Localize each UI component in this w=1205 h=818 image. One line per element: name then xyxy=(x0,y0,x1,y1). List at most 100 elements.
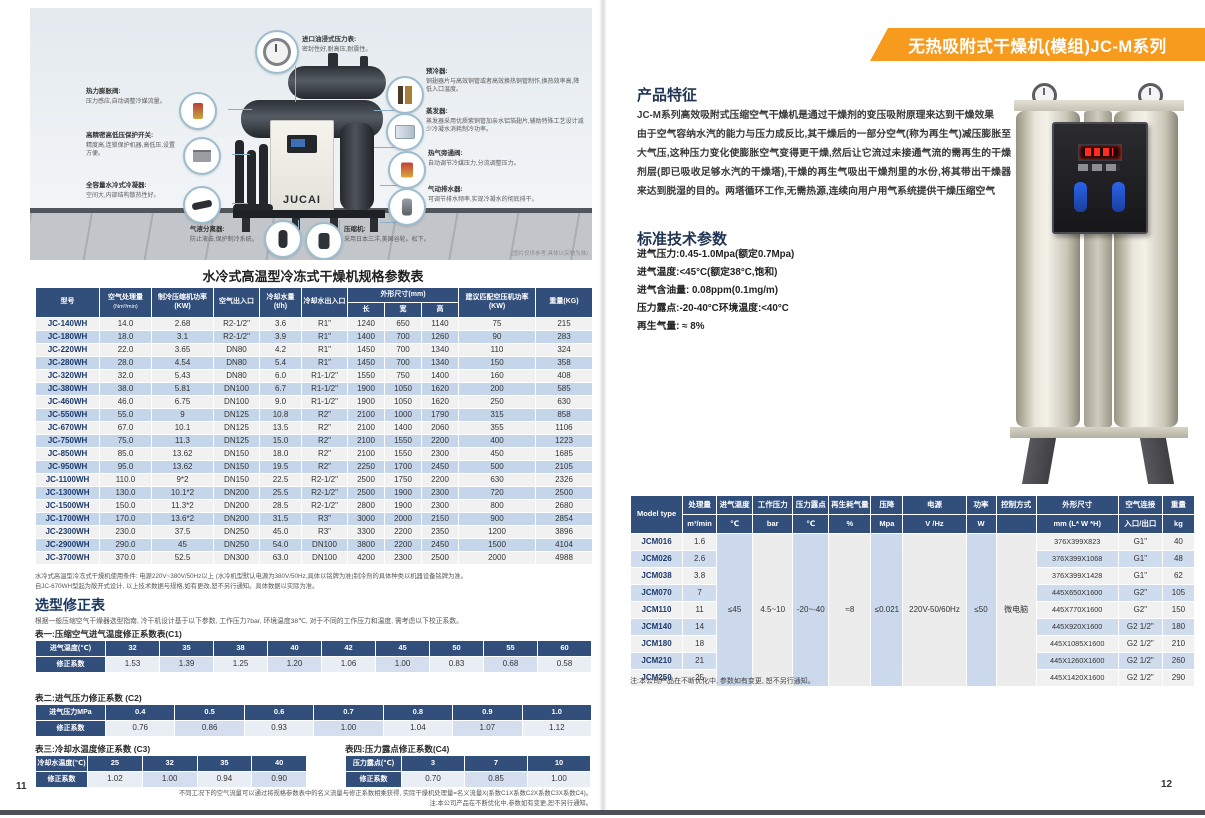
spec-cell: 700 xyxy=(384,330,422,344)
callout-line xyxy=(380,185,408,186)
model-cell: JC-550WH xyxy=(35,408,100,422)
spec-cell: R2-1/2" xyxy=(301,499,348,513)
spec-cell: 2105 xyxy=(535,460,593,474)
correction-subtitle: 根据一般压缩空气干燥器选型指南, 冷干机设计基于以下参数, 工作压力7bar, … xyxy=(35,618,463,625)
spec-row: JC-1300WH 130.0 10.1*2 DN200 25.5 R2-1/2" 2500… xyxy=(35,486,593,500)
ctable-value-cell: 1.07 xyxy=(452,720,523,737)
weight-cell: 105 xyxy=(1161,584,1196,602)
capacity-cell: 2.6 xyxy=(682,550,718,568)
spec-row: JC-950WH 95.0 13.62 DN150 19.5 R2" 2250 1700 245… xyxy=(35,460,593,474)
spec-cell: 2100 xyxy=(347,408,385,422)
spec-cell: 2200 xyxy=(384,525,422,539)
spec-cell: 2200 xyxy=(384,538,422,552)
capacity-cell: 14 xyxy=(682,618,718,636)
spec-cell: 4988 xyxy=(535,551,593,565)
spec-cell: 630 xyxy=(458,473,536,487)
callout-evaporator: 蒸发器: 蒸发器采用优质紫铜管加亲水铝箔翅片,辅助特殊工艺设计减少冷凝水消耗制冷… xyxy=(426,108,584,134)
spec-cell: 1550 xyxy=(384,434,422,448)
callout-title: 压缩机: xyxy=(344,226,366,233)
spec-cell: 13.5 xyxy=(259,421,302,435)
spec-cell: 1223 xyxy=(535,434,593,448)
spec-cell: 54.0 xyxy=(259,538,302,552)
spec-row: JC-550WH 55.0 9 DN125 10.8 R2" 2100 1000 1790 315… xyxy=(35,408,593,422)
spec-cell: 4104 xyxy=(535,538,593,552)
ctable-row-label: 冷却水温度(℃) xyxy=(35,755,88,772)
spec-cell: DN200 xyxy=(213,512,260,526)
spec-cell: 2060 xyxy=(421,421,459,435)
model-cell: JCM038 xyxy=(629,567,684,585)
connection-cell: G2 1/2" xyxy=(1117,652,1163,670)
model-header-unit: W xyxy=(965,514,997,534)
spec-cell: 355 xyxy=(458,421,536,435)
model-header-unit: V /Hz xyxy=(902,514,967,534)
ctable-value-cell: 1.00 xyxy=(141,771,198,788)
callout-compressor: 压缩机: 采用日本三洋,美国谷轮。松下。 xyxy=(344,226,449,244)
weight-cell: 150 xyxy=(1161,601,1196,619)
model-header-unit: ℃ xyxy=(716,514,754,534)
spec-cell: 3800 xyxy=(347,538,385,552)
pressure-switch-icon xyxy=(183,137,221,175)
spec-cell: 1685 xyxy=(535,447,593,461)
spec-cell: 4200 xyxy=(347,551,385,565)
spread-bottom-edge xyxy=(0,810,1205,815)
spec-cell: 500 xyxy=(458,460,536,474)
callout-title: 气动排水器: xyxy=(428,186,463,193)
spec-cell: 1790 xyxy=(421,408,459,422)
dimensions-cell: 445X1420X1600 xyxy=(1035,669,1119,687)
spec-cell: 9*2 xyxy=(151,473,214,487)
callout-desc: 防止液击,保护制冷系统。 xyxy=(190,236,258,243)
ctable-value-cell: 1.20 xyxy=(267,656,322,673)
spec-cell: 1340 xyxy=(421,343,459,357)
model-type-header: Model type xyxy=(629,495,684,534)
spec-cell: 1240 xyxy=(347,317,385,331)
controller-box xyxy=(1052,122,1148,234)
weight-cell: 290 xyxy=(1161,669,1196,687)
spec-cell: 900 xyxy=(458,512,536,526)
correction-heading: 选型修正表 xyxy=(35,597,105,613)
connection-cell: G2" xyxy=(1117,601,1163,619)
machine-flange xyxy=(360,56,368,69)
model-cell: JC-140WH xyxy=(35,317,100,331)
model-header-label: 重量 xyxy=(1161,495,1196,515)
callout-drainer: 气动排水器: 可调节排水频率,实现冷凝水的彻底排干。 xyxy=(428,186,586,204)
spec-cell: DN100 xyxy=(301,538,348,552)
spec-cell: 28.0 xyxy=(99,356,152,370)
ctable-row: 修正系数 1.53 1.39 1.25 1.20 1.06 1.00 0.83 0.68 0.58 xyxy=(35,656,592,673)
spec-cell: 2800 xyxy=(347,499,385,513)
spec-cell: 450 xyxy=(458,447,536,461)
spec-cell: 2150 xyxy=(421,512,459,526)
spec-cell: 28.5 xyxy=(259,499,302,513)
connection-cell: G2 1/2" xyxy=(1117,618,1163,636)
machine-flange xyxy=(328,53,338,69)
ctable-row-label: 修正系数 xyxy=(35,656,106,673)
spec-cell: 2680 xyxy=(535,499,593,513)
model-row: JCM070 7 445X650X1600 G2" 105 xyxy=(629,584,1196,602)
spec-cell: 2500 xyxy=(421,551,459,565)
spec-cell: 150 xyxy=(458,356,536,370)
ctable-header-cell: 32 xyxy=(141,755,198,772)
spec-row: JC-3700WH 370.0 52.5 DN300 63.0 DN100 4200 2300… xyxy=(35,551,593,565)
correction-table-1: 进气温度(℃) 32 35 38 40 42 45 50 55 60 修正系数 1.53 1.39 1.2… xyxy=(35,640,592,673)
model-header-unit: ℃ xyxy=(792,514,830,534)
callout-title: 热气旁通阀: xyxy=(428,150,463,157)
spec-cell: 67.0 xyxy=(99,421,152,435)
machine-leg xyxy=(242,218,250,232)
spec-cell: R1" xyxy=(301,330,348,344)
spec-cell: 250 xyxy=(458,395,536,409)
col-header-water-flow: 冷却水量(t/h) xyxy=(259,287,302,318)
ctable-value-cell: 1.12 xyxy=(521,720,593,737)
model-row: JCM110 11 445X770X1600 G2" 150 xyxy=(629,601,1196,619)
spec-cell: 150.0 xyxy=(99,499,152,513)
connection-cell: G2 1/2" xyxy=(1117,669,1163,687)
page-number-left: 11 xyxy=(16,781,27,792)
ctable-row: 进气压力MPa 0.4 0.5 0.6 0.7 0.8 0.9 1.0 xyxy=(35,704,593,721)
spec-cell: R2" xyxy=(301,447,348,461)
spec-cell: 45 xyxy=(151,538,214,552)
spec-cell: 1500 xyxy=(458,538,536,552)
spec-cell: 630 xyxy=(535,395,593,409)
model-header-label: 处理量 xyxy=(682,495,718,515)
spec-cell: 370.0 xyxy=(99,551,152,565)
condenser-icon xyxy=(183,186,221,224)
spec-cell: 4.2 xyxy=(259,343,302,357)
tower-indicator xyxy=(1074,182,1087,212)
